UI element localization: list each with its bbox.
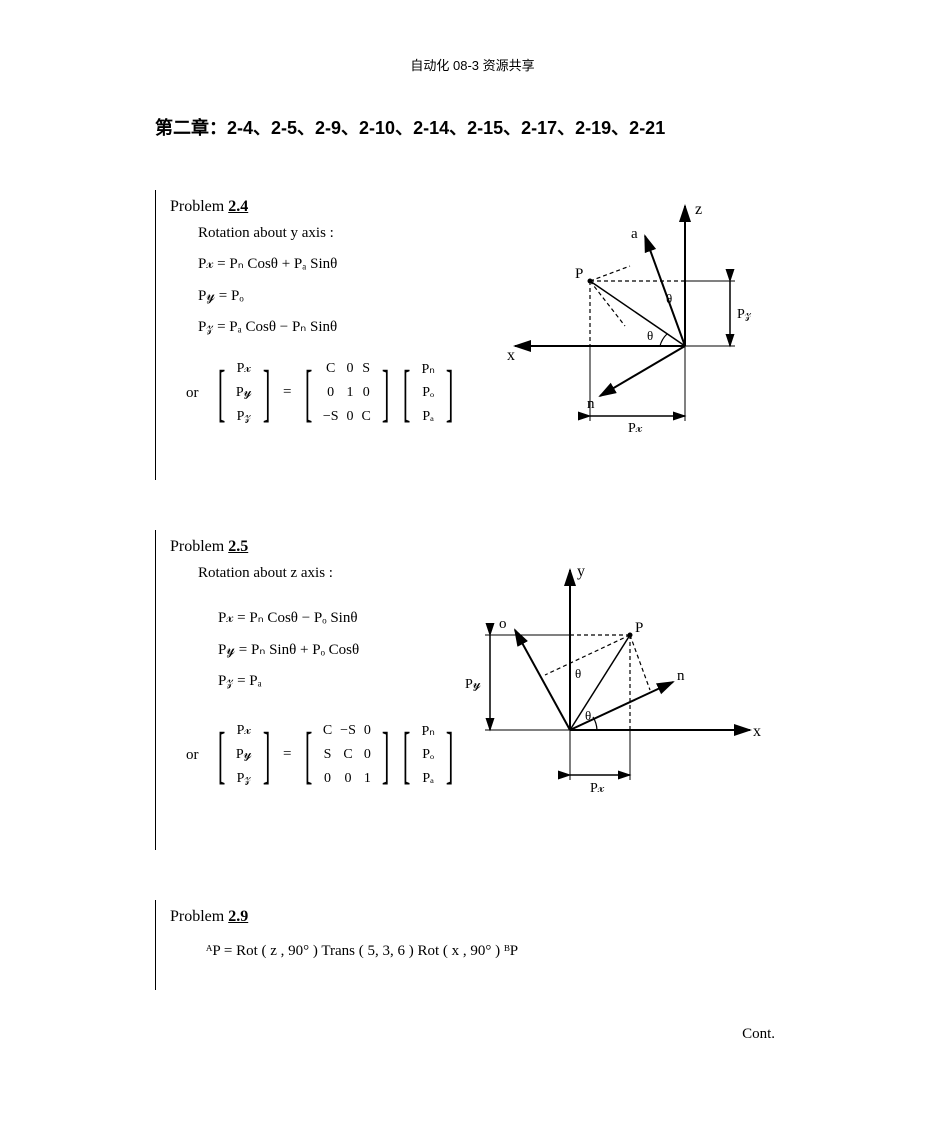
vecR-0: Pₙ [421, 723, 434, 740]
vecL-0: P𝓍 [236, 361, 252, 377]
m21: 0 [347, 409, 354, 425]
axis-z-label: z [695, 201, 702, 218]
vecR-1: Pₒ [421, 385, 434, 401]
vecR-1: Pₒ [421, 747, 434, 763]
theta-label-2: θ [666, 291, 672, 306]
p-label: P [635, 620, 643, 636]
problem-2-5-heading: Problem 2.5 [156, 530, 795, 556]
vecR-2: Pₐ [421, 409, 434, 425]
axis-x-label: x [507, 347, 515, 364]
p-label: P [575, 266, 583, 282]
o-label: o [499, 616, 507, 632]
problem-2-9: Problem 2.9 ᴬP = Rot ( z , 90° ) Trans (… [155, 900, 795, 990]
m22: 1 [364, 771, 371, 787]
m01: −S [340, 723, 356, 739]
or-label: or [186, 747, 199, 764]
m12: 0 [362, 385, 371, 401]
n-label: n [587, 396, 595, 412]
vecL-0: P𝓍 [236, 723, 252, 739]
vecL-1: P𝓎 [236, 747, 252, 763]
px-dim: P𝓍 [628, 421, 643, 436]
theta-label: θ [585, 708, 591, 723]
m22: C [362, 409, 371, 425]
chapter-title: 第二章：2-4、2-5、2-9、2-10、2-14、2-15、2-17、2-19… [155, 114, 945, 140]
m10: S [323, 747, 332, 763]
problem-2-4: Problem 2.4 Rotation about y axis : P𝓍 =… [155, 190, 795, 480]
problem-number: 2.9 [228, 908, 248, 925]
m01: 0 [347, 361, 354, 377]
m11: 1 [347, 385, 354, 401]
vecR-0: Pₙ [421, 361, 434, 378]
page-header: 自动化 08-3 资源共享 [0, 0, 945, 74]
m00: C [323, 723, 332, 739]
m21: 0 [340, 771, 356, 787]
vecL-2: P𝓏 [236, 771, 252, 787]
problem-label: Problem [170, 538, 228, 555]
m00: C [323, 361, 339, 377]
problem-number: 2.4 [228, 198, 248, 215]
m20: 0 [323, 771, 332, 787]
diagram-2-5: y x o n P θ θ P𝓎 P𝓍 [435, 560, 765, 820]
axis-x-label: x [753, 723, 761, 740]
n-label: n [677, 668, 685, 684]
or-label: or [186, 385, 199, 402]
problem-number: 2.5 [228, 538, 248, 555]
py-dim: P𝓎 [465, 677, 481, 692]
problem-label: Problem [170, 908, 228, 925]
vecR-2: Pₐ [421, 771, 434, 787]
px-dim: P𝓍 [590, 781, 605, 796]
cont-label: Cont. [0, 1026, 775, 1043]
axis-y-label: y [577, 563, 585, 580]
problem-2-5: Problem 2.5 Rotation about z axis : P𝓍 =… [155, 530, 795, 850]
theta-label: θ [647, 328, 653, 343]
eq-29: ᴬP = Rot ( z , 90° ) Trans ( 5, 3, 6 ) R… [206, 940, 795, 963]
m02: S [362, 361, 371, 377]
m11: C [340, 747, 356, 763]
m10: 0 [323, 385, 339, 401]
vecL-2: P𝓏 [236, 409, 252, 425]
m02: 0 [364, 723, 371, 739]
vecL-1: P𝓎 [236, 385, 252, 401]
pz-dim: P𝓏 [737, 307, 752, 322]
equals: = [283, 381, 291, 404]
problem-label: Problem [170, 198, 228, 215]
problem-2-9-heading: Problem 2.9 [156, 900, 795, 926]
a-label: a [631, 226, 638, 242]
diagram-2-4: z x a n P θ θ P𝓍 P𝓏 [485, 196, 785, 456]
equals: = [283, 743, 291, 766]
theta-label-2: θ [575, 666, 581, 681]
m12: 0 [364, 747, 371, 763]
m20: −S [323, 409, 339, 425]
